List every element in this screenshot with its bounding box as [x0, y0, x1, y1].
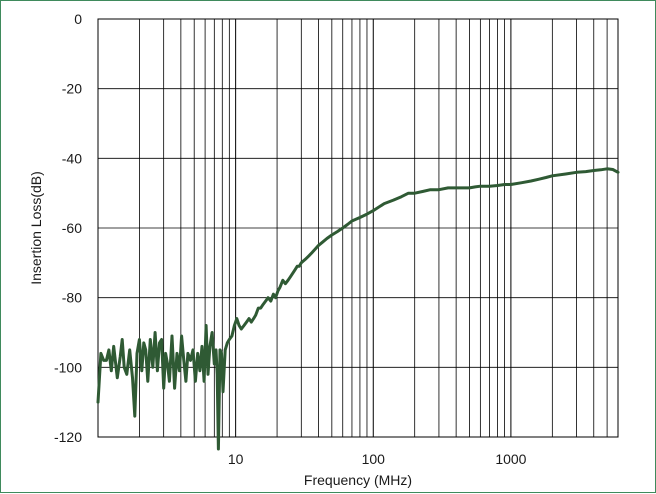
insertion-loss-series-line [96, 167, 620, 451]
x-axis-title: Frequency (MHz) [304, 472, 412, 488]
y-tick-labels: 0 -20 -40 -60 -80 -100 -120 [54, 11, 82, 445]
y-tick-label: -120 [54, 429, 82, 445]
y-tick-label: -20 [62, 81, 82, 97]
y-tick-label: -60 [62, 220, 82, 236]
plot-area-border [97, 18, 619, 438]
x-tick-label: 1000 [495, 451, 526, 467]
x-tick-label: 100 [362, 451, 386, 467]
y-tick-label: -80 [62, 290, 82, 306]
y-tick-label: 0 [74, 11, 82, 27]
y-tick-label: -40 [62, 150, 82, 166]
y-tick-label: -100 [54, 359, 82, 375]
x-tick-label: 10 [228, 451, 244, 467]
series-layer [96, 167, 620, 451]
y-axis-title: Insertion Loss(dB) [28, 171, 44, 285]
x-tick-labels: 10 100 1000 [228, 451, 527, 467]
